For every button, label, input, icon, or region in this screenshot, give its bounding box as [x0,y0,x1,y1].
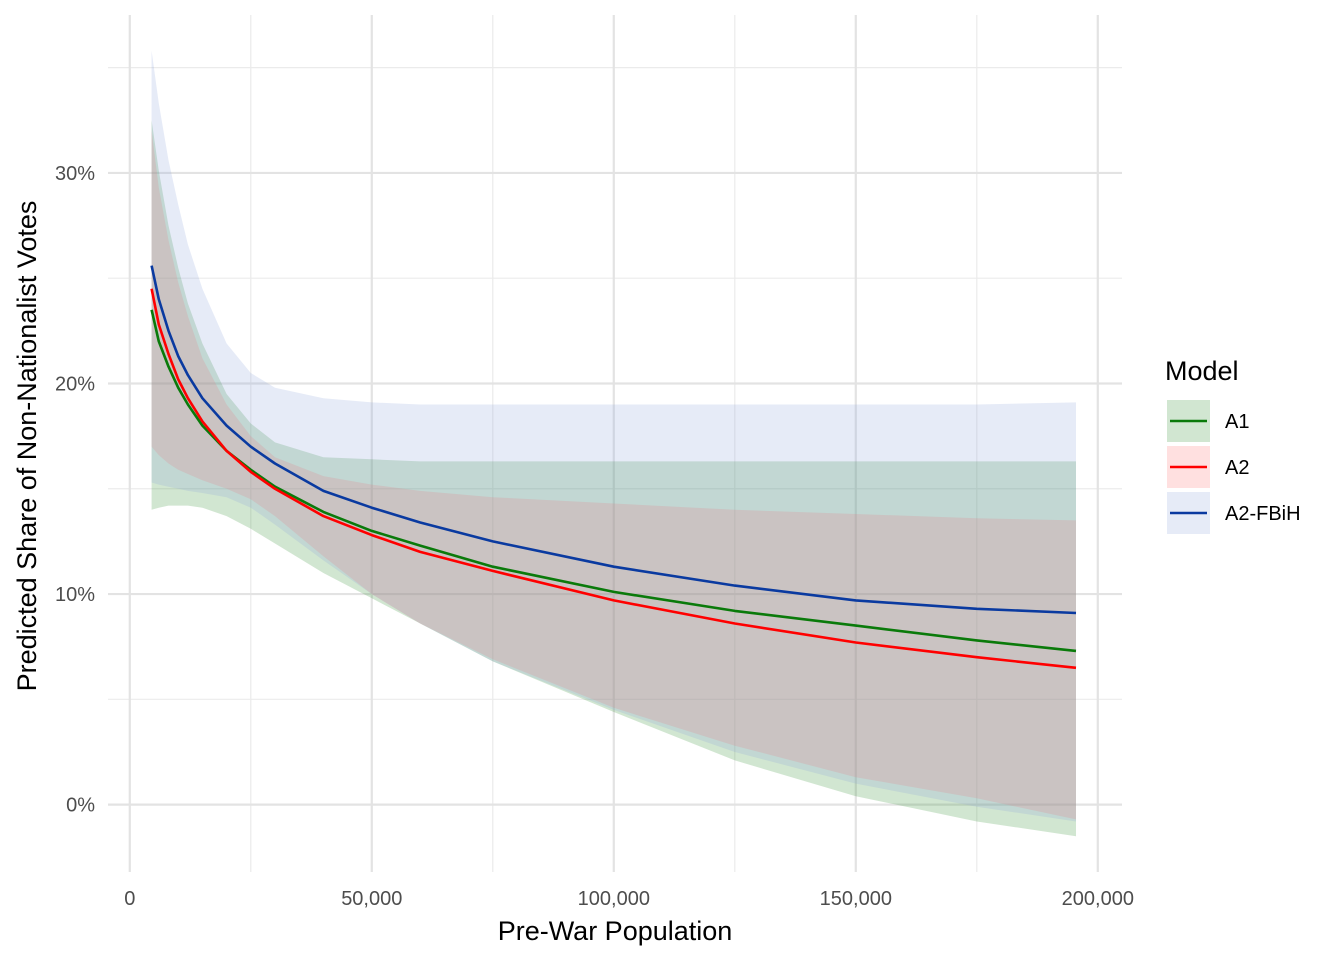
ribbon-a1 [151,120,1077,837]
ribbon-a2 [151,130,1077,820]
line-a2 [150,288,1077,670]
x-tick-label: 0 [124,888,135,910]
y-tick-label: 20% [55,373,95,395]
y-tick-label: 10% [55,584,95,606]
legend-label-a2: A2 [1225,457,1249,479]
ribbon-a2-fbih [151,50,1077,822]
y-tick-label: 30% [55,163,95,185]
x-axis-ticks: 0 50,000 100,000 150,000 200,000 [124,888,1134,910]
line-a1 [150,309,1077,653]
x-axis-title: Pre-War Population [498,916,733,946]
series-lines [150,265,1077,670]
legend: Model A1 A2 A2-FBiH [1165,356,1301,534]
minor-gridlines [108,15,1122,872]
y-tick-label: 0% [66,795,95,817]
confidence-ribbons [151,50,1077,837]
line-a2-fbih [150,265,1077,615]
x-tick-label: 50,000 [341,888,402,910]
major-gridlines [108,15,1122,872]
y-axis-ticks: 0% 10% 20% 30% [55,163,95,817]
legend-title: Model [1165,356,1239,386]
legend-label-a2-fbih: A2-FBiH [1225,503,1301,525]
x-tick-label: 150,000 [820,888,892,910]
x-tick-label: 200,000 [1062,888,1134,910]
legend-label-a1: A1 [1225,411,1249,433]
y-axis-title: Predicted Share of Non-Nationalist Votes [12,201,42,692]
x-tick-label: 100,000 [578,888,650,910]
